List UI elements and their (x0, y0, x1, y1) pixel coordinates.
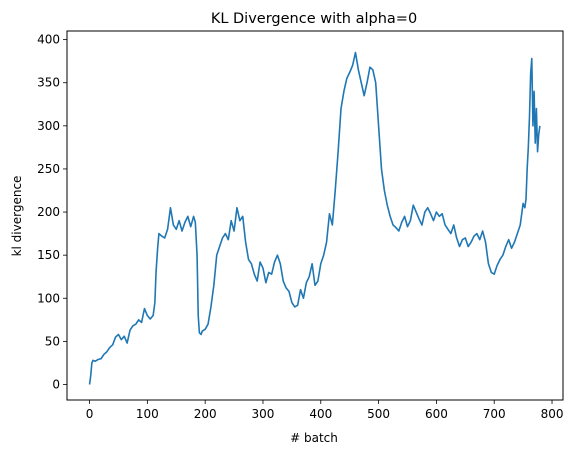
x-axis-label: # batch (290, 431, 338, 445)
y-tick-label: 350 (37, 76, 60, 90)
x-tick-label: 700 (483, 407, 506, 421)
y-axis-label: kl divergence (10, 176, 24, 257)
y-tick-label: 150 (37, 248, 60, 262)
x-tick-label: 500 (367, 407, 390, 421)
y-tick-label: 50 (45, 334, 60, 348)
y-tick-label: 0 (52, 377, 60, 391)
series-line-0 (88, 51, 541, 385)
x-tick-label: 600 (425, 407, 448, 421)
y-tick-label: 100 (37, 291, 60, 305)
x-tick-label: 400 (309, 407, 332, 421)
plot-area (67, 31, 563, 400)
series-layer (88, 51, 541, 385)
plot-frame (66, 30, 564, 401)
chart-title: KL Divergence with alpha=0 (211, 11, 417, 27)
x-tick-label: 0 (86, 407, 94, 421)
x-axis-ticks: 0 100 200 300 400 500 600 700 800 (86, 400, 564, 421)
x-tick-label: 200 (194, 407, 217, 421)
y-tick-label: 200 (37, 205, 60, 219)
x-tick-label: 100 (136, 407, 159, 421)
x-tick-label: 800 (541, 407, 564, 421)
y-axis-ticks: 0 50 100 150 200 250 300 350 400 (37, 33, 67, 391)
x-tick-label: 300 (252, 407, 275, 421)
y-tick-label: 400 (37, 33, 60, 47)
y-tick-label: 300 (37, 119, 60, 133)
y-tick-label: 250 (37, 162, 60, 176)
